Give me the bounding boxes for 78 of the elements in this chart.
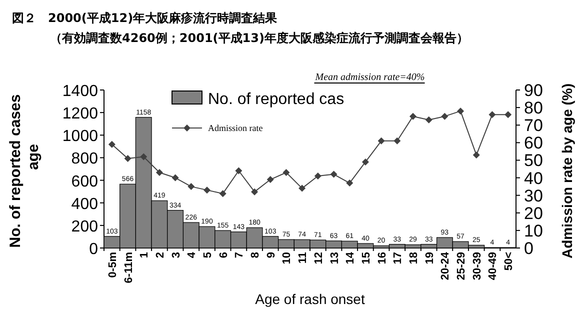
x-tick-label: 4 <box>186 251 198 258</box>
x-tick-label: 16 <box>376 252 388 264</box>
x-tick-label: 15 <box>360 252 372 264</box>
point <box>472 151 480 158</box>
x-tick-label: 19 <box>424 252 436 264</box>
point <box>156 169 163 176</box>
point <box>378 137 385 144</box>
text: Mean admission rate=40% <box>314 72 425 83</box>
point <box>457 108 464 115</box>
x-tick-label: 14 <box>344 251 357 264</box>
y-tick-label: 400 <box>71 196 98 213</box>
point <box>504 111 512 118</box>
x-tick-label: 5 <box>202 252 214 258</box>
x-tick-label: 17 <box>392 252 404 264</box>
x-tick-label: 50< <box>503 252 516 271</box>
point <box>441 112 448 120</box>
y2-tick-label: 90 <box>524 81 543 100</box>
point <box>394 137 401 144</box>
y2-tick-label: 0 <box>524 239 534 258</box>
x-tick-label: 9 <box>265 252 278 258</box>
x-tick-label: 18 <box>408 252 420 264</box>
point <box>346 180 354 187</box>
x-tick-label: 2 <box>154 252 166 258</box>
x-tick-label: 7 <box>234 252 246 258</box>
point <box>298 184 306 192</box>
x-tick-label: 1 <box>138 252 151 258</box>
x-tick-label: 11 <box>297 252 310 264</box>
point <box>410 112 416 120</box>
point <box>330 170 338 178</box>
x-tick-label: 6-11m <box>122 252 135 284</box>
point <box>140 153 148 160</box>
y2-tick-label: 10 <box>524 221 543 240</box>
point <box>188 183 195 190</box>
point <box>219 190 226 198</box>
point <box>204 186 210 194</box>
point <box>362 158 369 166</box>
point <box>235 167 242 174</box>
point <box>108 140 116 148</box>
x-tick-label: 40-49 <box>487 252 500 280</box>
y-tick-label: 600 <box>71 173 98 190</box>
x-tick-label: 12 <box>312 252 325 264</box>
y-tick-label: 1400 <box>62 83 98 100</box>
point <box>314 172 322 180</box>
legend-label: Admission rate <box>208 123 263 133</box>
x-tick-label: 13 <box>328 252 341 264</box>
y-axis-title: No. of reported cases age <box>7 94 42 248</box>
x-axis-title: Age of rash onset <box>255 291 365 307</box>
point <box>488 111 496 118</box>
y-tick-label: 0 <box>89 241 98 258</box>
y2-axis-title: Admission rate by age (%) <box>559 83 575 259</box>
x-tick-label: 6 <box>218 252 230 258</box>
y2-tick-label: 60 <box>524 134 543 153</box>
point <box>425 116 432 124</box>
x-tick-label: 8 <box>250 252 262 258</box>
x-tick-label: 20-24 <box>440 251 452 280</box>
point <box>266 176 274 184</box>
y-tick-label: 1200 <box>62 106 98 123</box>
point <box>282 169 290 176</box>
y2-tick-label: 20 <box>524 204 543 223</box>
y2-tick-label: 40 <box>524 168 543 188</box>
point <box>124 154 132 162</box>
y-tick-label: 1000 <box>62 128 98 146</box>
point <box>172 174 179 182</box>
x-tick-label: 3 <box>170 252 182 258</box>
x-tick-label: 25-29 <box>456 252 468 280</box>
x-tick-label: 10 <box>281 252 294 264</box>
y2-tick-label: 50 <box>524 151 543 170</box>
point <box>251 188 258 196</box>
x-tick-label: 0-5m <box>106 252 119 278</box>
chart-subtitle: （有効調査数4260例；2001(平成13)年度大阪感染症流行予測調査会報告） <box>50 31 468 45</box>
y2-tick-label: 80 <box>524 98 543 118</box>
y-tick-label: 200 <box>71 218 98 236</box>
x-tick-label: 30-39 <box>471 252 484 280</box>
y2-tick-label: 30 <box>524 186 543 206</box>
legend-label: No. of reported cas <box>208 91 344 108</box>
chart-title: 図２ 2000(平成12)年大阪麻疹流行時調査結果 <box>12 11 278 25</box>
y2-tick-label: 70 <box>524 116 543 136</box>
y-tick-label: 800 <box>71 150 98 168</box>
